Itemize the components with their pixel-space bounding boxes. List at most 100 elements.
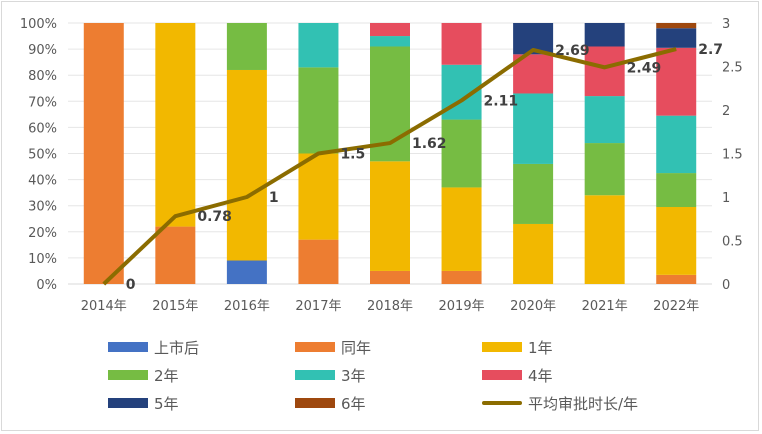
bar-segment[interactable] <box>656 115 697 174</box>
bar-segment[interactable] <box>584 46 625 97</box>
right-axis-tick-label: 1 <box>722 191 730 206</box>
line-data-label: 1.5 <box>340 147 365 163</box>
bar-segment[interactable] <box>298 153 339 240</box>
bar-segment[interactable] <box>441 187 482 271</box>
bar-segment[interactable] <box>584 143 625 196</box>
line-data-label: 1 <box>269 190 279 206</box>
legend-swatch <box>295 370 335 380</box>
right-axis-tick-label: 0.5 <box>722 235 743 250</box>
x-axis-tick-label: 2019年 <box>439 299 485 314</box>
legend-item-6-years[interactable]: 6年 <box>295 392 366 414</box>
bar-segment[interactable] <box>656 173 697 208</box>
right-axis-tick-label: 0 <box>722 278 730 293</box>
bar-segment[interactable] <box>370 270 410 284</box>
bar-segment[interactable] <box>584 96 625 144</box>
bar-segment[interactable] <box>441 270 482 284</box>
legend-label: 2年 <box>154 366 179 385</box>
bar-segment[interactable] <box>155 226 196 284</box>
x-axis-tick-label: 2020年 <box>510 299 556 314</box>
bar-segment[interactable] <box>226 260 267 284</box>
left-axis-tick-label: 100% <box>20 17 57 32</box>
legend-label: 1年 <box>528 338 553 357</box>
left-axis-tick-label: 70% <box>28 95 57 110</box>
left-axis-tick-label: 10% <box>28 252 57 267</box>
bar-segment[interactable] <box>656 207 697 275</box>
bar-segment[interactable] <box>370 36 410 47</box>
legend-label: 4年 <box>528 366 553 385</box>
line-data-label: 2.69 <box>555 43 590 59</box>
bar-segment[interactable] <box>441 119 482 188</box>
legend-item-2-years[interactable]: 2年 <box>108 364 179 386</box>
legend-label: 5年 <box>154 394 179 413</box>
bar-segment[interactable] <box>656 28 697 48</box>
bar-segment[interactable] <box>298 23 339 68</box>
line-data-label: 0.78 <box>197 209 232 225</box>
right-axis-tick-label: 3 <box>722 17 730 32</box>
left-axis-tick-label: 50% <box>28 148 57 163</box>
legend-label: 平均审批时长/年 <box>528 394 639 413</box>
legend-swatch <box>108 342 148 352</box>
legend-item-5-years[interactable]: 5年 <box>108 392 179 414</box>
left-axis-tick-label: 20% <box>28 226 57 241</box>
bar-segment[interactable] <box>584 195 625 284</box>
bar-segment[interactable] <box>513 93 554 164</box>
bar-segment[interactable] <box>584 23 625 47</box>
legend-item-4-years[interactable]: 4年 <box>482 364 553 386</box>
line-data-label: 1.62 <box>412 136 447 152</box>
left-axis-ticks: 0% 10% 20% 30% 40% 50% 60% 70% 80% 90% 100% <box>20 17 57 293</box>
x-axis-ticks: 2014年 2015年 2016年 2017年 2018年 2019年 2020年 2021年… <box>81 299 700 314</box>
bar-segment[interactable] <box>226 23 267 70</box>
bar-segment[interactable] <box>226 69 267 261</box>
left-axis-tick-label: 40% <box>28 174 57 189</box>
legend-swatch <box>482 342 522 352</box>
legend-label: 同年 <box>341 338 372 357</box>
bar-segment[interactable] <box>656 274 697 284</box>
right-axis-tick-label: 1.5 <box>722 148 743 163</box>
left-axis-tick-label: 60% <box>28 121 57 136</box>
bar-segment[interactable] <box>370 23 410 37</box>
legend-swatch <box>108 398 148 408</box>
x-axis-tick-label: 2021年 <box>582 299 628 314</box>
left-axis-tick-label: 80% <box>28 69 57 84</box>
legend-item-1-year[interactable]: 1年 <box>482 336 553 358</box>
legend-swatch <box>295 342 335 352</box>
line-data-label: 2.49 <box>627 60 662 76</box>
legend-item-3-years[interactable]: 3年 <box>295 364 366 386</box>
stacked-bar-line-chart: 0% 10% 20% 30% 40% 50% 60% 70% 80% 90% 100% 0 0.5 1 1… <box>20 17 743 314</box>
bar-segment[interactable] <box>155 23 196 227</box>
legend-swatch <box>482 370 522 380</box>
bar-segment[interactable] <box>656 23 697 29</box>
bar-segment[interactable] <box>656 47 697 116</box>
left-axis-tick-label: 0% <box>36 278 57 293</box>
line-data-label: 0 <box>126 277 136 293</box>
x-axis-tick-label: 2014年 <box>81 299 127 314</box>
bar-segment[interactable] <box>370 161 410 271</box>
x-axis-tick-label: 2018年 <box>367 299 413 314</box>
x-axis-tick-label: 2015年 <box>152 299 198 314</box>
bar-segment[interactable] <box>83 23 124 284</box>
bar-segment[interactable] <box>441 23 482 65</box>
x-axis-tick-label: 2017年 <box>295 299 341 314</box>
line-data-label: 2.7 <box>698 42 723 58</box>
left-axis-tick-label: 90% <box>28 43 57 58</box>
legend-label: 3年 <box>341 366 366 385</box>
legend-swatch <box>295 398 335 408</box>
legend-item-avg-approval-time[interactable]: 平均审批时长/年 <box>482 392 638 414</box>
legend-item-same-year[interactable]: 同年 <box>295 336 371 358</box>
line-series <box>102 47 677 286</box>
bar-segment[interactable] <box>513 223 554 284</box>
legend-label: 上市后 <box>154 338 200 357</box>
right-axis-tick-label: 2.5 <box>722 61 743 76</box>
bar-segment[interactable] <box>298 239 339 284</box>
right-axis-tick-label: 2 <box>722 104 730 119</box>
legend-label: 6年 <box>341 394 366 413</box>
data-labels: 0 0.78 1 1.5 1.62 2.11 2.69 2.49 2.7 <box>126 42 723 293</box>
bar-segment[interactable] <box>513 163 554 224</box>
legend-item-listed-after[interactable]: 上市后 <box>108 336 199 358</box>
bars <box>83 23 697 284</box>
x-axis-tick-label: 2016年 <box>224 299 270 314</box>
right-axis-ticks: 0 0.5 1 1.5 2 2.5 3 <box>722 17 743 293</box>
x-axis-tick-label: 2022年 <box>653 299 699 314</box>
line-data-label: 2.11 <box>484 93 519 109</box>
bar-segment[interactable] <box>298 67 339 154</box>
